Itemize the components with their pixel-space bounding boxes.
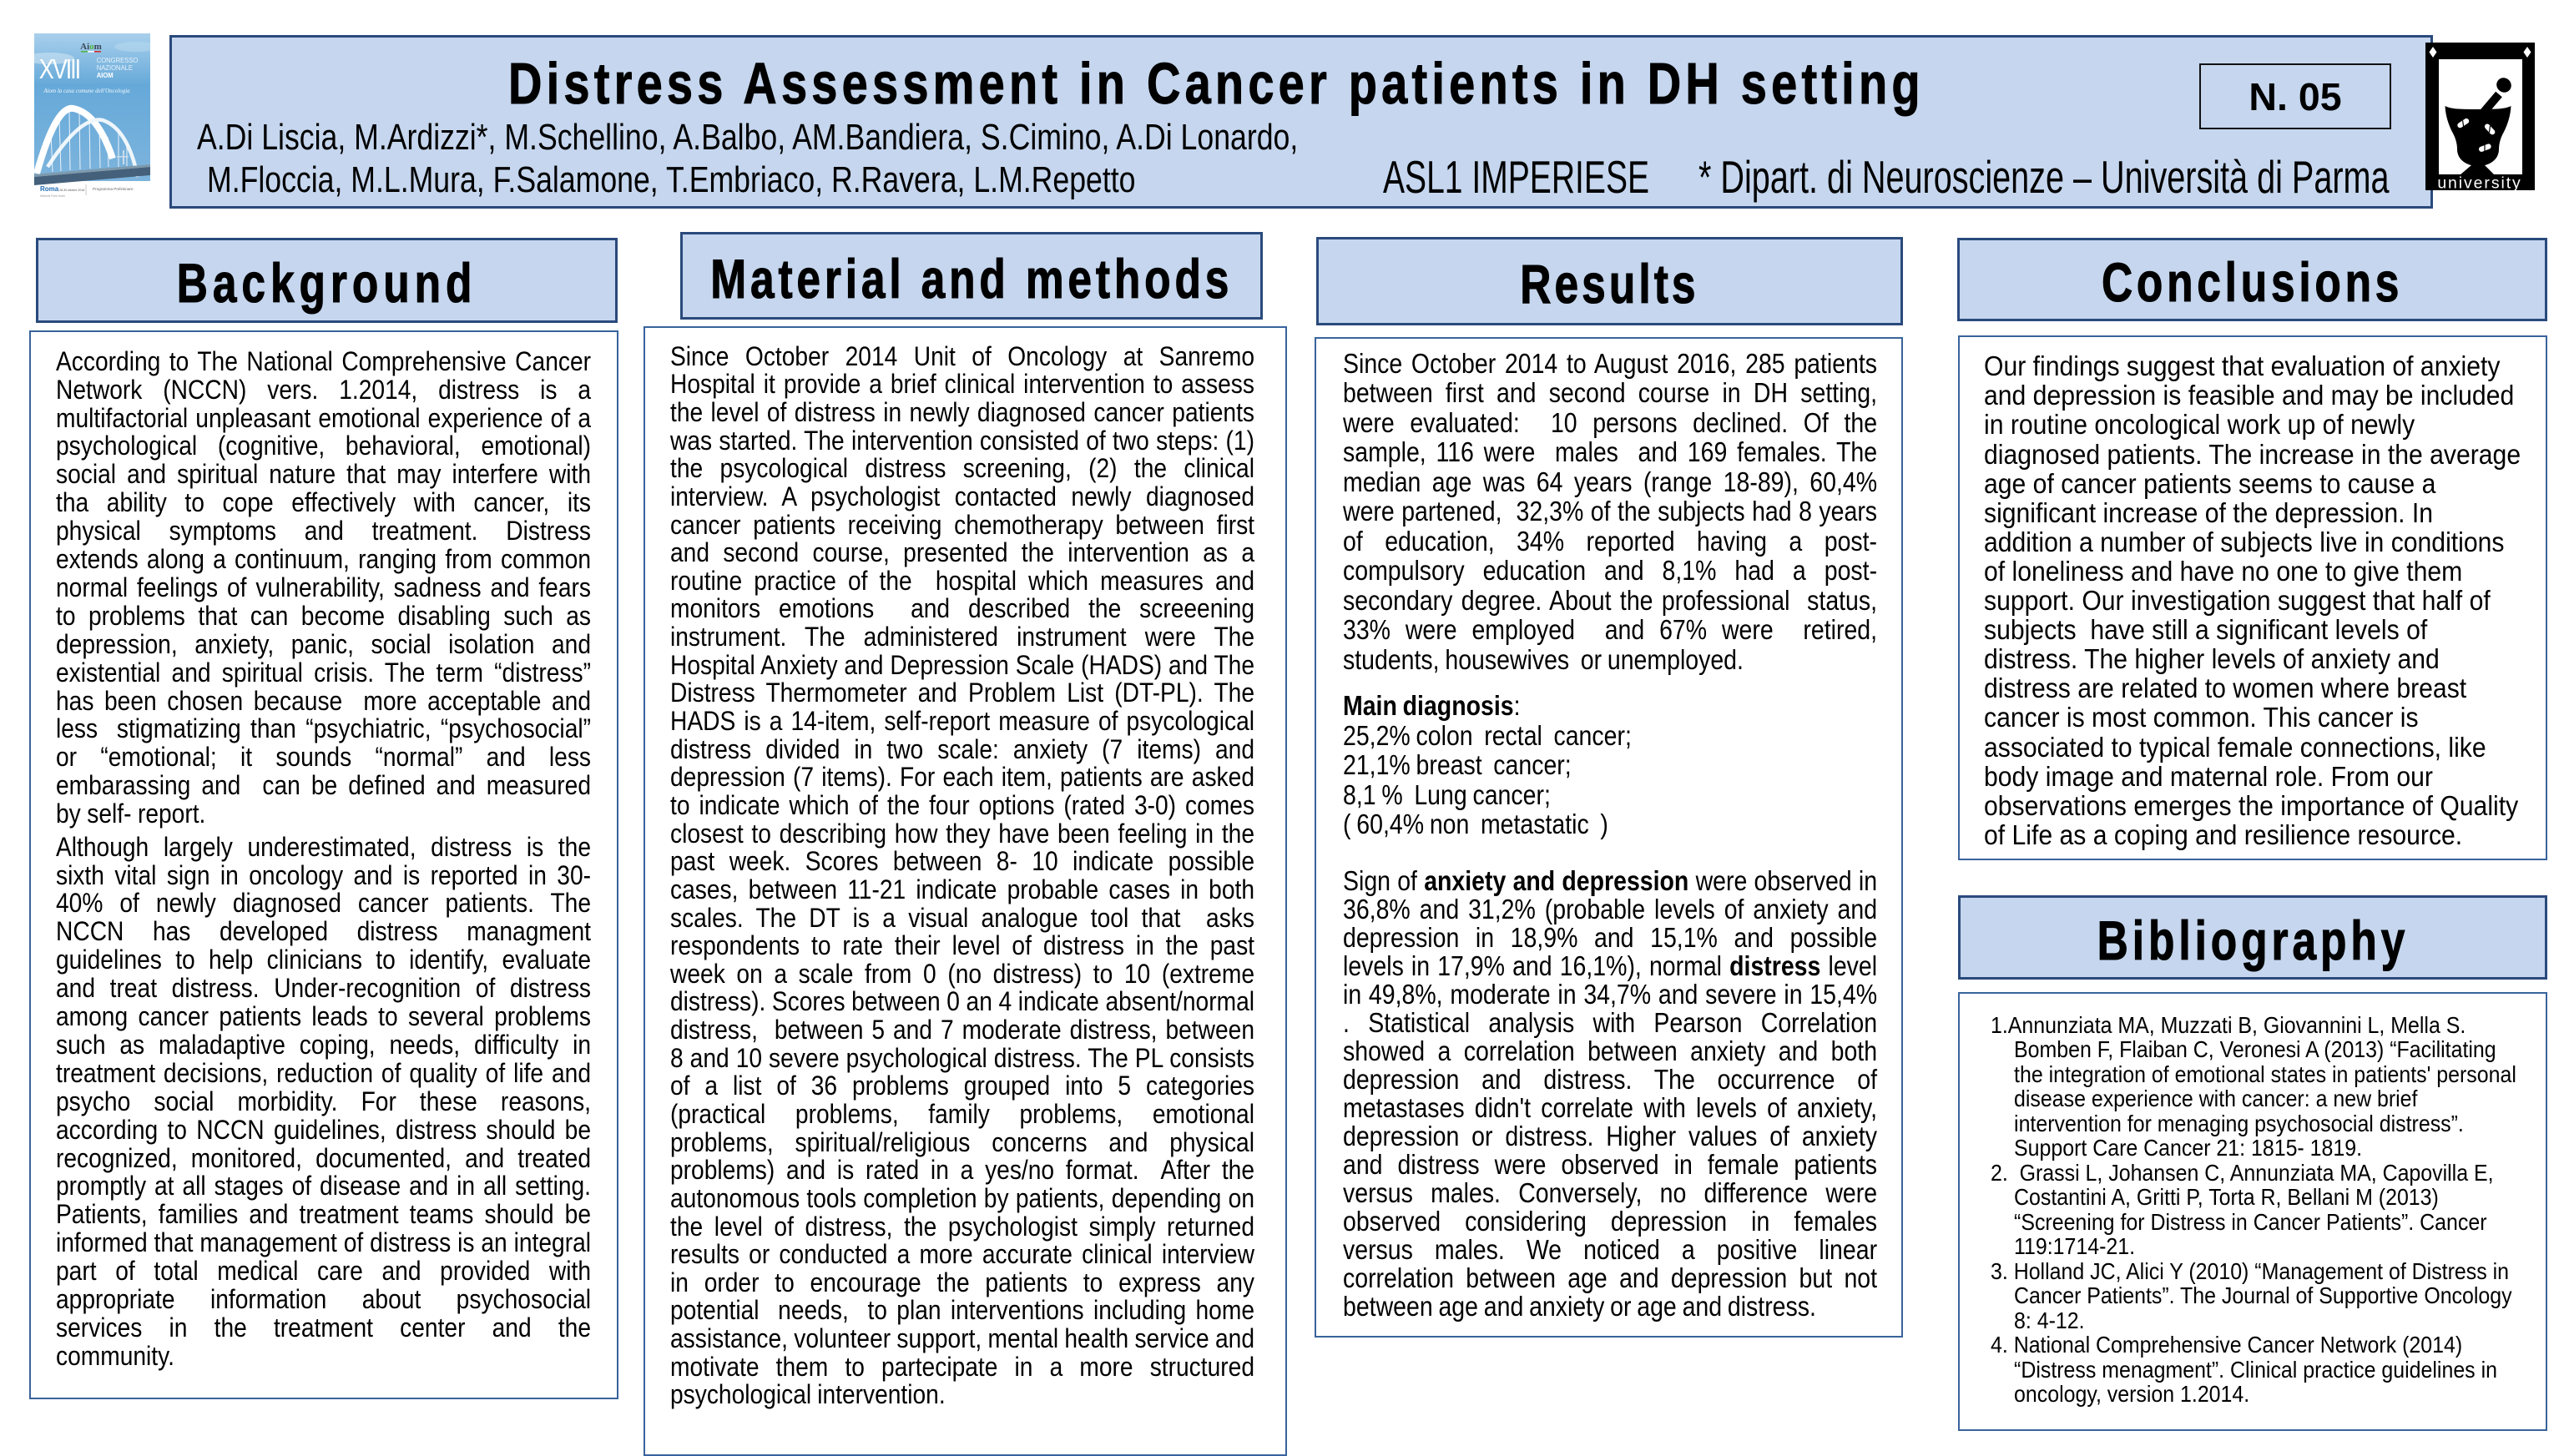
svg-text:Aiom: Aiom (80, 42, 102, 52)
svg-text:university: university (2437, 174, 2521, 191)
svg-text:Marriott Park Hotel: Marriott Park Hotel (40, 194, 65, 198)
svg-text:, 28-30 ottobre 2016: , 28-30 ottobre 2016 (58, 189, 84, 192)
svg-text:Aiom la casa comune dell'Oncol: Aiom la casa comune dell'Oncologia (43, 88, 130, 94)
svg-text:Roma: Roma (40, 185, 59, 193)
svg-text:Programma Preliminare: Programma Preliminare (93, 187, 134, 191)
svg-text:XVIII: XVIII (39, 55, 79, 85)
svg-text:NAZIONALE: NAZIONALE (97, 64, 134, 72)
svg-text:CONGRESSO: CONGRESSO (97, 57, 139, 64)
svg-text:AIOM: AIOM (97, 72, 114, 79)
